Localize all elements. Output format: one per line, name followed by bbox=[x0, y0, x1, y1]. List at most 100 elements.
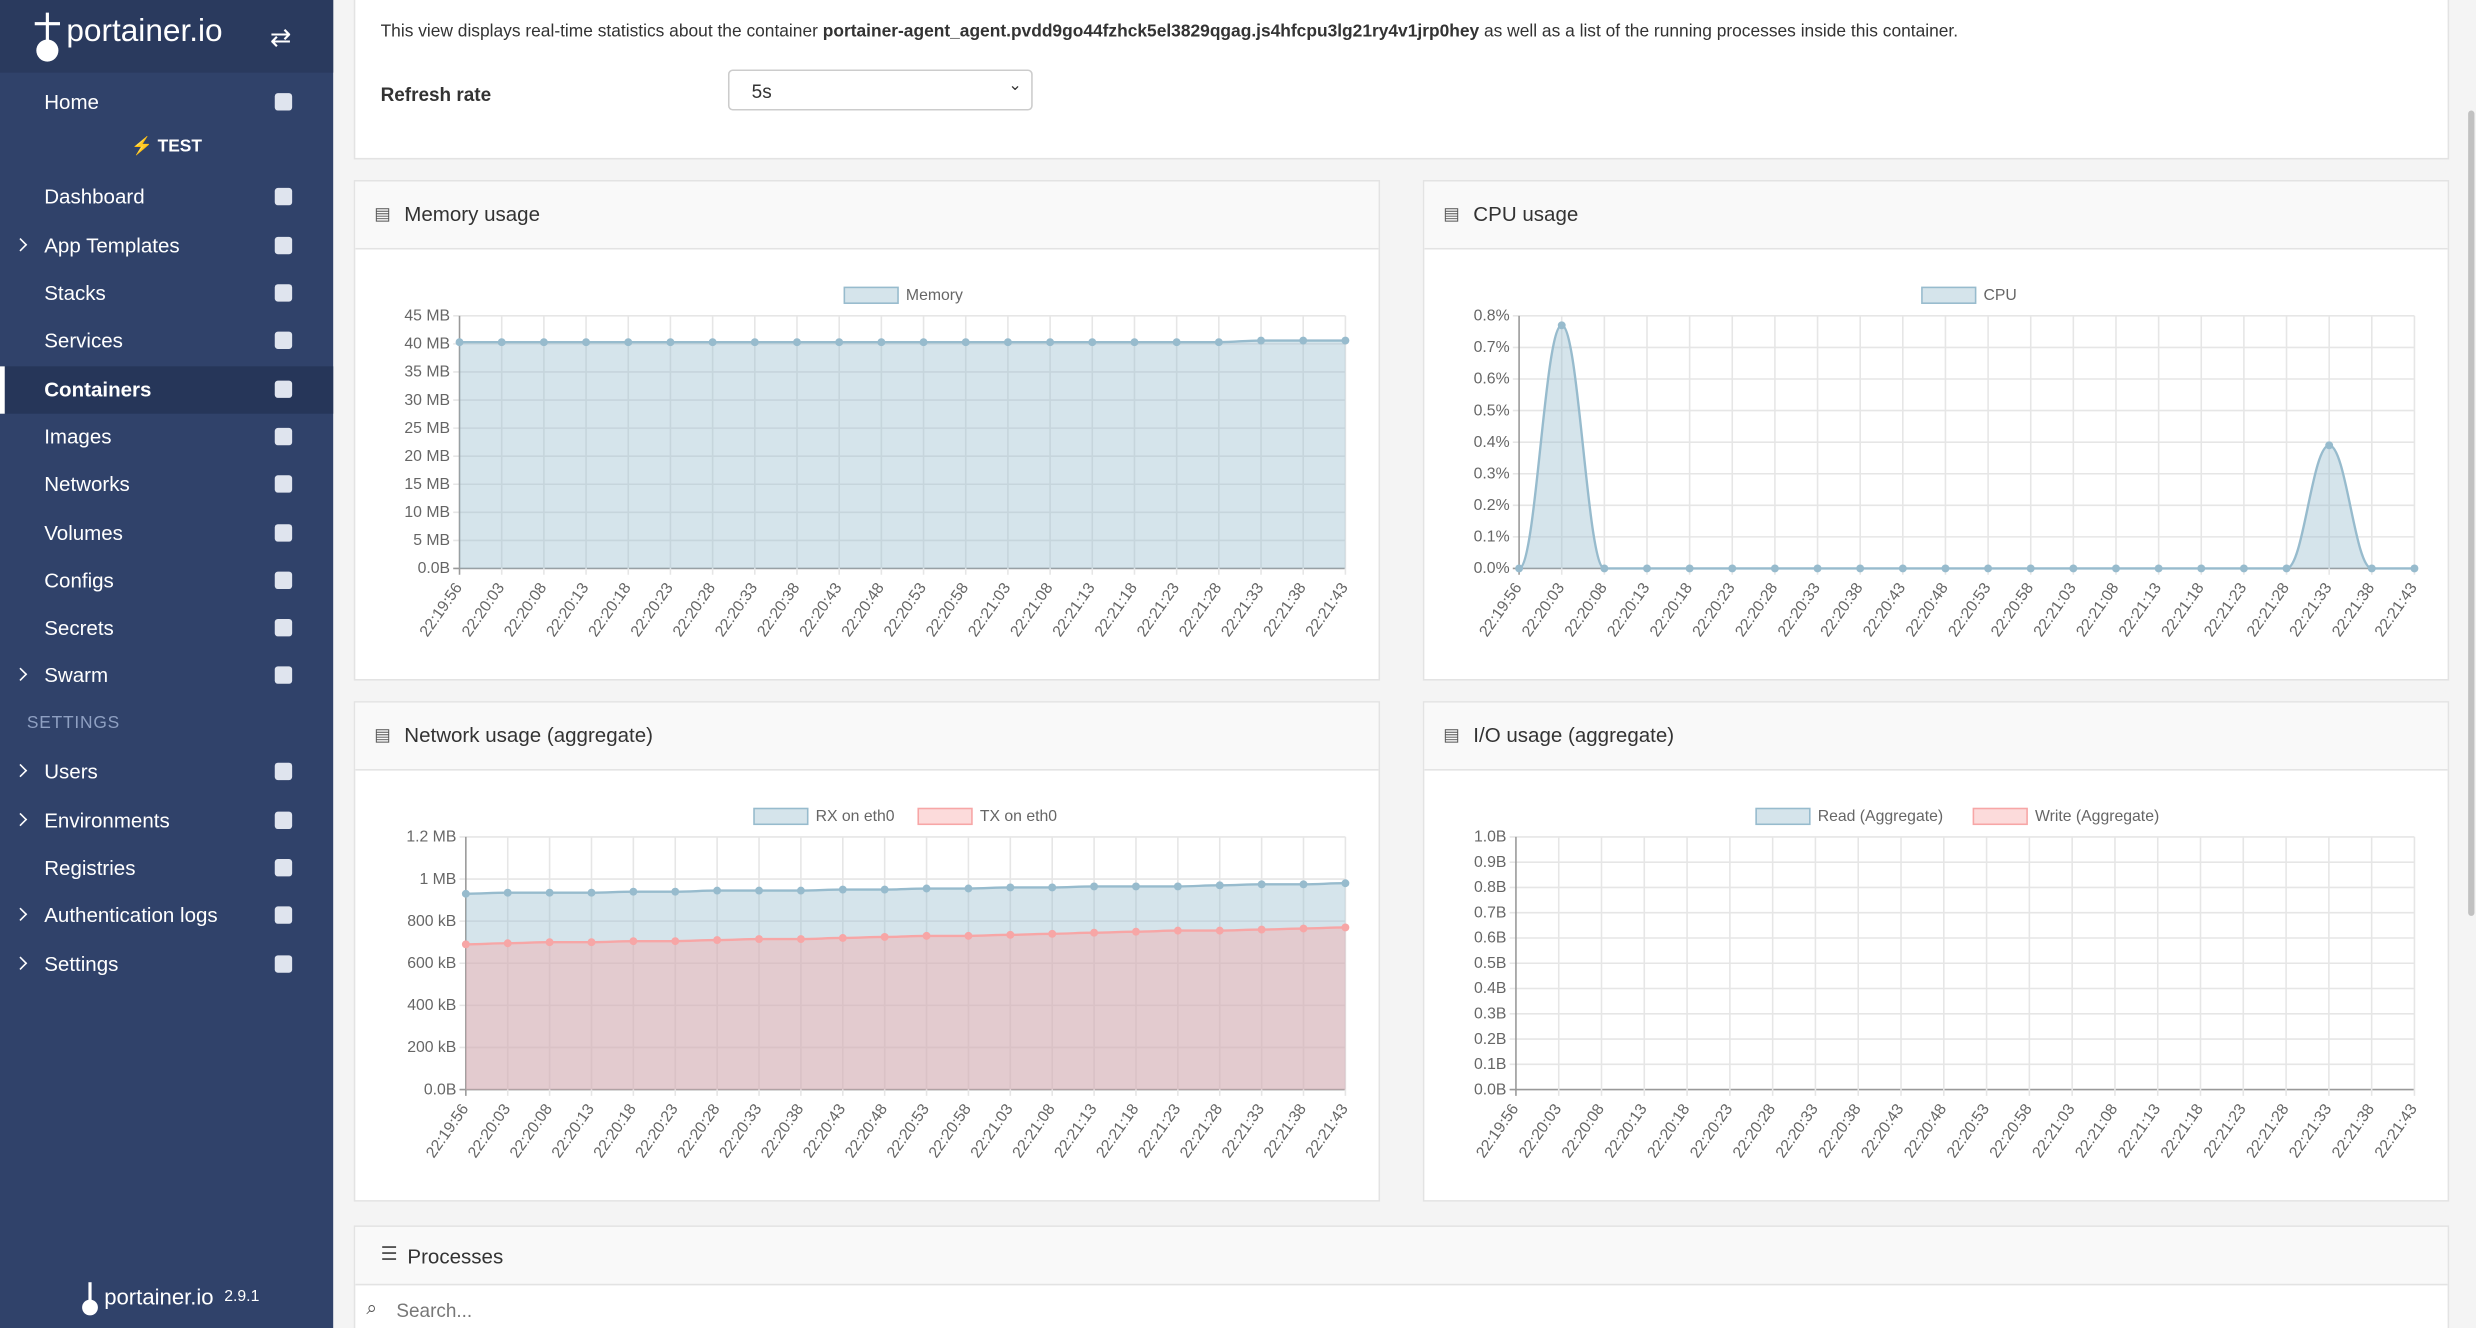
y-tick-label: 0.3% bbox=[1474, 465, 1510, 482]
y-tick-label: 0.1B bbox=[1474, 1056, 1506, 1073]
legend-swatch bbox=[843, 286, 899, 304]
point bbox=[2026, 564, 2035, 573]
point bbox=[1090, 882, 1099, 891]
x-tick-label: 22:21:43 bbox=[2372, 580, 2421, 640]
chart-panel: ▤ CPU usage 0.0% 0.1% 0.2% 0.3% 0.4% 0.5% 0.6% 0.… bbox=[1422, 180, 2450, 681]
nav-icon bbox=[274, 475, 293, 493]
y-tick-label: 0.5% bbox=[1474, 402, 1510, 419]
point bbox=[1257, 925, 1266, 934]
point bbox=[1173, 882, 1182, 891]
x-tick-label: 22:21:33 bbox=[2286, 1101, 2335, 1161]
point bbox=[503, 939, 512, 948]
nav-item[interactable]: Environments bbox=[0, 797, 333, 844]
nav-label: Settings bbox=[44, 952, 119, 976]
chart-header: ▤ CPU usage bbox=[1424, 181, 2448, 250]
x-tick-label: 22:21:08 bbox=[1007, 580, 1056, 640]
legend-label: Write (Aggregate) bbox=[2035, 808, 2159, 825]
x-tick-label: 22:21:03 bbox=[2029, 1101, 2078, 1161]
nav-label: Images bbox=[44, 424, 112, 449]
nav-item[interactable]: Secrets bbox=[0, 605, 333, 652]
x-tick-label: 22:21:08 bbox=[2073, 580, 2122, 640]
select-arrow: ⌄ bbox=[1008, 77, 1022, 95]
scrollbar[interactable] bbox=[2468, 110, 2475, 916]
footer-logo-icon bbox=[79, 1281, 114, 1316]
point bbox=[961, 338, 970, 347]
y-tick-label: 0.2B bbox=[1474, 1031, 1506, 1048]
nav-icon bbox=[274, 236, 293, 255]
point bbox=[587, 938, 596, 947]
nav-item[interactable]: Swarm bbox=[0, 652, 333, 699]
chart: 0.0B 0.1B 0.2B 0.3B 0.4B 0.5B 0.6B 0.7B 0.8B 0.9B… bbox=[1473, 807, 2421, 1161]
point bbox=[2282, 564, 2291, 573]
point bbox=[1557, 321, 1566, 330]
x-tick-label: 22:20:58 bbox=[1987, 1101, 2036, 1161]
nav-item[interactable]: Dashboard bbox=[0, 174, 333, 221]
nav-label: Stacks bbox=[44, 281, 106, 305]
chevron bbox=[13, 763, 28, 778]
environment-label: TEST bbox=[157, 137, 203, 157]
y-tick-label: 15 MB bbox=[404, 476, 450, 493]
point bbox=[1299, 924, 1308, 933]
x-tick-label: 22:21:33 bbox=[1218, 580, 1267, 640]
point bbox=[1515, 564, 1524, 573]
point bbox=[2112, 564, 2120, 573]
y-tick-label: 25 MB bbox=[404, 420, 450, 437]
y-tick-label: 0.0B bbox=[418, 560, 450, 577]
x-tick-label: 22:21:33 bbox=[2286, 580, 2335, 640]
x-tick-label: 22:20:18 bbox=[1644, 1101, 1693, 1161]
legend-label: CPU bbox=[1984, 287, 2017, 304]
x-tick-label: 22:20:38 bbox=[1817, 580, 1866, 640]
nav-item[interactable]: Home bbox=[0, 79, 333, 126]
y-tick-label: 0.0B bbox=[1474, 1081, 1506, 1098]
x-tick-label: 22:20:03 bbox=[1519, 580, 1568, 640]
nav-label: Networks bbox=[44, 472, 130, 496]
nav-item[interactable]: Stacks bbox=[0, 270, 333, 317]
point bbox=[1006, 930, 1015, 939]
y-tick-label: 0.7% bbox=[1474, 339, 1510, 356]
y-tick-label: 0.0B bbox=[424, 1081, 456, 1098]
point bbox=[1172, 338, 1181, 347]
x-tick-label: 22:20:28 bbox=[1730, 1101, 1779, 1161]
y-tick-label: 0.9B bbox=[1474, 854, 1506, 871]
x-tick-label: 22:20:13 bbox=[1604, 580, 1653, 640]
point bbox=[796, 935, 805, 943]
y-tick-label: 0.5B bbox=[1474, 955, 1506, 972]
point bbox=[2197, 564, 2206, 573]
x-tick-label: 22:20:58 bbox=[923, 580, 972, 640]
nav-icon bbox=[274, 93, 293, 111]
x-tick-label: 22:21:28 bbox=[1176, 580, 1225, 640]
chart-title: I/O usage (aggregate) bbox=[1473, 723, 1675, 747]
x-tick-label: 22:19:56 bbox=[1476, 580, 1525, 640]
settings-heading: SETTINGS bbox=[26, 713, 121, 733]
point bbox=[1003, 338, 1012, 347]
nav-item[interactable]: Configs bbox=[0, 557, 333, 604]
nav-item[interactable]: Users bbox=[0, 748, 333, 795]
y-tick-label: 0.2% bbox=[1474, 497, 1510, 514]
nav-item[interactable]: Registries bbox=[0, 845, 333, 892]
y-tick-label: 0.6% bbox=[1474, 371, 1510, 388]
nav-item[interactable]: Volumes bbox=[0, 510, 333, 557]
point bbox=[750, 338, 759, 347]
legend-swatch bbox=[1972, 807, 2028, 826]
x-tick-label: 22:20:08 bbox=[501, 580, 550, 640]
nav-icon bbox=[274, 619, 293, 637]
nav-item[interactable]: Containers bbox=[0, 366, 334, 414]
nav-item[interactable]: Authentication logs bbox=[0, 892, 333, 939]
point bbox=[1048, 929, 1057, 938]
nav-item[interactable]: Settings bbox=[0, 941, 333, 988]
search-input[interactable]: Search... bbox=[396, 1299, 473, 1322]
toggle-icon[interactable]: ⇄ bbox=[270, 25, 292, 53]
point bbox=[1132, 927, 1140, 936]
nav-label: Authentication logs bbox=[44, 903, 218, 927]
nav-item[interactable]: App Templates bbox=[0, 223, 333, 270]
nav-item[interactable]: Images bbox=[0, 414, 333, 461]
point bbox=[671, 887, 680, 896]
refresh-select[interactable]: 5s ⌄ bbox=[727, 69, 1033, 111]
legend-label: TX on eth0 bbox=[980, 808, 1057, 825]
processes-header: ☰ Processes bbox=[355, 1226, 2448, 1286]
nav-item[interactable]: Networks bbox=[0, 461, 333, 508]
point bbox=[2410, 564, 2419, 573]
point bbox=[1643, 564, 1651, 573]
nav-item[interactable]: Services bbox=[0, 317, 333, 364]
